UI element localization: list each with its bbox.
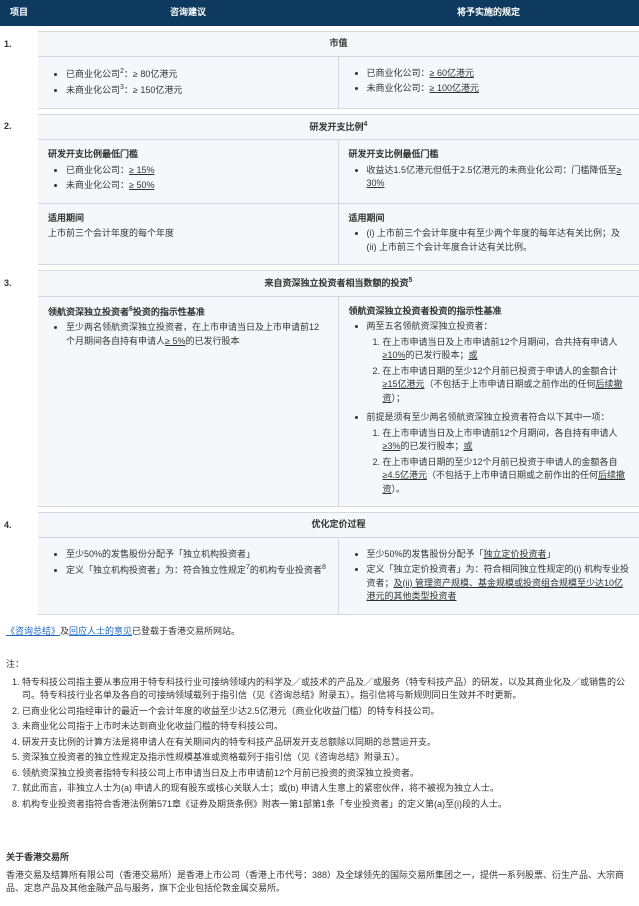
row-2-right-b: 适用期间 (i) 上市前三个会计年度中有至少两个年度的每年达有关比例；及 (ii…	[338, 203, 639, 265]
col-header-consult: 咨询建议	[38, 0, 338, 26]
row-4-right: 至少50%的发售股份分配予「独立定价投资者」 定义「独立定价投资者」为：符合相同…	[338, 537, 639, 614]
note-item: 已商业化公司指经审计的最近一个会计年度的收益至少达2.5亿港元（商业化收益门槛）…	[22, 705, 633, 719]
table-header-row: 项目 咨询建议 将予实施的规定	[0, 0, 639, 26]
list-item: 已商业化公司：≥ 15%	[66, 164, 328, 178]
list-item: 两至五名领航资深独立投资者： 在上市申请当日及上市申请前12个月期间，合共持有申…	[367, 320, 630, 405]
list-item: 在上市申请当日及上市申请前12个月期间，各自持有申请人≥3%的已发行股本；或	[383, 427, 630, 454]
list-item: 未商业化公司3：≥ 150亿港元	[66, 83, 328, 98]
list-item: 已商业化公司：≥ 60亿港元	[367, 67, 630, 81]
row-3-title: 来自资深独立投资者相当数额的投资5	[38, 271, 639, 297]
list-item: 在上市申请日期的至少12个月前已投资于申请人的金额各自≥4.5亿港元（不包括于上…	[383, 456, 630, 497]
list-item: (i) 上市前三个会计年度中有至少两个年度的每年达有关比例；及 (ii) 上市前…	[367, 227, 630, 254]
list-item: 至少两名领航资深独立投资者，在上市申请当日及上市申请前12个月期间各自持有申请人…	[66, 321, 328, 348]
row-3-left: 领航资深独立投资者6投资的指示性基准 至少两名领航资深独立投资者，在上市申请当日…	[38, 296, 338, 507]
list-item: 已商业化公司2：≥ 80亿港元	[66, 67, 328, 82]
col-header-item: 项目	[0, 0, 38, 26]
row-1-title: 市值	[38, 32, 639, 57]
list-item: 未商业化公司：≥ 50%	[66, 179, 328, 193]
regulation-table: 项目 咨询建议 将予实施的规定 1. 市值 已商业化公司2：≥ 80亿港元 未商…	[0, 0, 639, 615]
note-item: 研发开支比例的计算方法是将申请人在有关期间内的特专科技产品研发开支总额除以同期的…	[22, 736, 633, 750]
row-1-num: 1.	[0, 32, 38, 109]
note-item: 领航资深独立投资者指特专科技公司上市申请当日及上市申请前12个月前已投资的资深独…	[22, 767, 633, 781]
notes-section: 注： 特专科技公司指主要从事应用于特专科技行业可接纳领域内的科学及／或技术的产品…	[0, 648, 639, 823]
row-2-right-a: 研发开支比例最低门槛 收益达1.5亿港元但低于2.5亿港元的未商业化公司：门槛降…	[338, 140, 639, 204]
row-1-left: 已商业化公司2：≥ 80亿港元 未商业化公司3：≥ 150亿港元	[38, 56, 338, 108]
note-item: 未商业化公司指于上市时未达到商业化收益门槛的特专科技公司。	[22, 720, 633, 734]
list-item: 未商业化公司：≥ 100亿港元	[367, 82, 630, 96]
notes-heading: 注：	[6, 658, 633, 672]
list-item: 在上市申请日期的至少12个月前已投资于申请人的金额合计≥15亿港元（不包括于上市…	[383, 365, 630, 406]
row-4-title: 优化定价过程	[38, 513, 639, 538]
row-1-right: 已商业化公司：≥ 60亿港元 未商业化公司：≥ 100亿港元	[338, 56, 639, 108]
list-item: 前提是须有至少两名领航资深独立投资者符合以下其中一项： 在上市申请当日及上市申请…	[367, 411, 630, 496]
row-4-num: 4.	[0, 513, 38, 615]
note-item: 机构专业投资者指符合香港法例第571章《证券及期货条例》附表一第1部第1条「专业…	[22, 798, 633, 812]
row-3-num: 3.	[0, 271, 38, 507]
row-3-right: 领航资深独立投资者投资的指示性基准 两至五名领航资深独立投资者： 在上市申请当日…	[338, 296, 639, 507]
note-item: 资深独立投资者的独立性规定及指示性规模基准或资格载列于指引信（见《咨询总结》附录…	[22, 751, 633, 765]
row-2-title: 研发开支比例4	[38, 114, 639, 140]
closing-line: 《咨询总结》及回应人士的意见已登载于香港交易所网站。	[0, 615, 639, 649]
list-item: 定义「独立机构投资者」为：符合独立性规定7的机构专业投资者8	[66, 563, 328, 578]
list-item: 至少50%的发售股份分配予「独立机构投资者」	[66, 548, 328, 562]
row-2-num: 2.	[0, 114, 38, 265]
note-item: 就此而言，非独立人士为(a) 申请人的现有股东或核心关联人士；或(b) 申请人生…	[22, 782, 633, 796]
list-item: 至少50%的发售股份分配予「独立定价投资者」	[367, 548, 630, 562]
list-item: 收益达1.5亿港元但低于2.5亿港元的未商业化公司：门槛降低至≥ 30%	[367, 164, 630, 191]
responses-link[interactable]: 回应人士的意见	[69, 626, 132, 636]
row-2-left-b: 适用期间 上市前三个会计年度的每个年度	[38, 203, 338, 265]
list-item: 定义「独立定价投资者」为：符合相同独立性规定的(i) 机构专业投资者；及(ii)…	[367, 563, 630, 604]
about-heading: 关于香港交易所	[6, 851, 633, 865]
about-paragraph: 香港交易及结算所有限公司（香港交易所）是香港上市公司（香港上市代号：388）及全…	[6, 869, 633, 896]
consultation-conclusion-link[interactable]: 《咨询总结》	[6, 626, 60, 636]
list-item: 在上市申请当日及上市申请前12个月期间，合共持有申请人≥10%的已发行股本；或	[383, 336, 630, 363]
row-4-left: 至少50%的发售股份分配予「独立机构投资者」 定义「独立机构投资者」为：符合独立…	[38, 537, 338, 614]
col-header-final: 将予实施的规定	[338, 0, 639, 26]
note-item: 特专科技公司指主要从事应用于特专科技行业可接纳领域内的科学及／或技术的产品及／或…	[22, 676, 633, 703]
row-2-left-a: 研发开支比例最低门槛 已商业化公司：≥ 15% 未商业化公司：≥ 50%	[38, 140, 338, 204]
